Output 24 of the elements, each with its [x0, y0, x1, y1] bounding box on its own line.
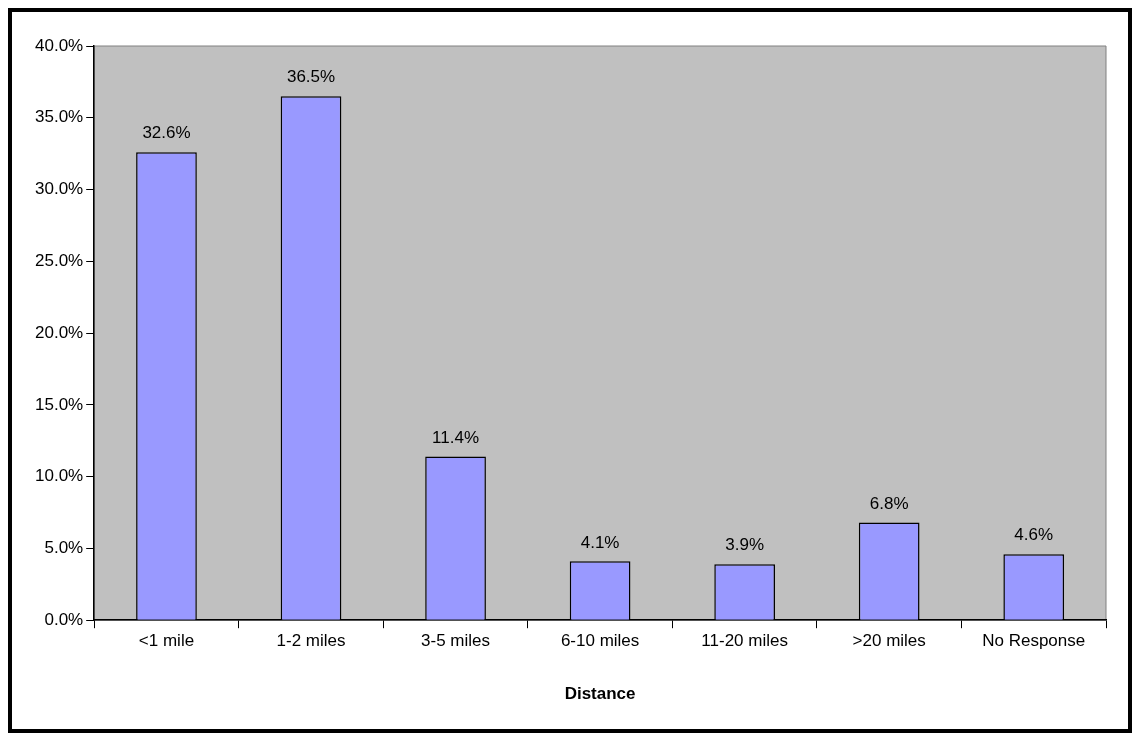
x-tick-label: <1 mile	[138, 631, 195, 651]
y-tick-label: 30.0%	[35, 179, 84, 199]
x-axis-title: Distance	[564, 684, 636, 704]
y-tick-label: 25.0%	[35, 251, 84, 271]
y-tick-label: 5.0%	[44, 538, 84, 558]
y-tick-label: 10.0%	[35, 466, 84, 486]
data-label: 3.9%	[725, 535, 765, 555]
data-label: 4.1%	[580, 532, 620, 552]
data-label: 11.4%	[432, 427, 480, 447]
y-tick-label: 35.0%	[35, 107, 84, 127]
x-tick-label: >20 miles	[852, 631, 926, 651]
y-tick-label: 40.0%	[35, 35, 84, 55]
y-tick-label: 15.0%	[35, 394, 84, 414]
data-label: 4.6%	[1014, 525, 1054, 545]
x-tick-label: No Response	[982, 631, 1086, 651]
data-label: 6.8%	[869, 493, 909, 513]
x-tick-label: 6-10 miles	[560, 631, 640, 651]
x-tick-label: 3-5 miles	[421, 631, 491, 651]
x-tick-label: 1-2 miles	[276, 631, 346, 651]
y-tick-label: 0.0%	[44, 609, 84, 629]
y-tick-label: 20.0%	[35, 322, 84, 342]
data-label: 32.6%	[142, 123, 191, 143]
data-label: 36.5%	[286, 67, 336, 87]
x-tick-label: 11-20 miles	[701, 631, 788, 651]
